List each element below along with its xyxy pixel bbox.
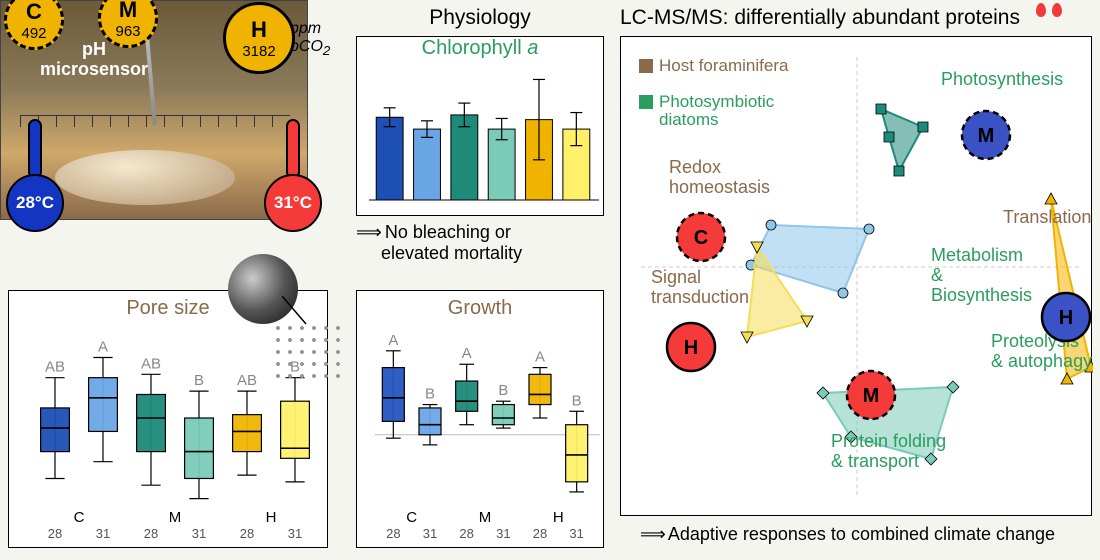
thermometer-stem (286, 119, 300, 179)
svg-text:Signal: Signal (651, 267, 701, 287)
svg-text:28: 28 (144, 526, 158, 541)
svg-text:& autophagy: & autophagy (991, 351, 1092, 371)
chl-title: Chlorophyll a (357, 37, 603, 60)
svg-text:& transport: & transport (831, 451, 919, 471)
physiology-header: Physiology (340, 6, 620, 30)
treatment-circle-H: H3182 (223, 2, 295, 74)
chlorophyll-barchart (357, 64, 605, 214)
svg-text:Translation: Translation (1003, 207, 1091, 227)
lcms-caption: ⟹ Adaptive responses to combined climate… (640, 524, 1055, 545)
svg-text:31: 31 (423, 526, 437, 541)
svg-text:B: B (498, 382, 508, 399)
svg-text:&: & (931, 265, 943, 285)
svg-text:B: B (194, 372, 204, 389)
svg-text:Metabolism: Metabolism (931, 245, 1023, 265)
chl-note: ⟹ No bleaching or elevated mortality (356, 222, 522, 264)
svg-text:Photosymbiotic: Photosymbiotic (659, 92, 775, 111)
thermometer-stem (28, 119, 42, 179)
svg-text:H: H (1059, 307, 1073, 329)
svg-text:28: 28 (48, 526, 62, 541)
growth-panel: Growth A 28 C B 31 A 28 M B 31 A 28 H B 31 (356, 290, 604, 548)
chlorophyll-panel: Chlorophyll a (356, 36, 604, 216)
svg-text:28: 28 (240, 526, 254, 541)
growth-title: Growth (357, 297, 603, 320)
svg-text:28: 28 (459, 526, 473, 541)
lcms-header: LC-MS/MS: differentially abundant protei… (620, 6, 1100, 30)
svg-text:C: C (406, 509, 417, 526)
svg-text:A: A (98, 339, 108, 356)
svg-text:Biosynthesis: Biosynthesis (931, 285, 1032, 305)
svg-text:31: 31 (288, 526, 302, 541)
svg-text:C: C (694, 227, 708, 249)
svg-text:B: B (425, 386, 435, 403)
svg-text:A: A (535, 349, 545, 366)
lcms-scatter: Host foraminifera Photosymbioticdiatoms Ph… (621, 37, 1093, 517)
svg-text:H: H (553, 509, 564, 526)
svg-text:B: B (572, 392, 582, 409)
svg-text:M: M (863, 385, 880, 407)
thermometer-bulb-31°C: 31°C (264, 174, 322, 232)
svg-text:AB: AB (45, 359, 65, 376)
svg-text:H: H (684, 337, 698, 359)
svg-text:homeostasis: homeostasis (669, 177, 770, 197)
svg-text:28: 28 (386, 526, 400, 541)
svg-text:Protein folding: Protein folding (831, 431, 946, 451)
svg-text:31: 31 (496, 526, 510, 541)
foraminifera-specimen (55, 150, 235, 205)
svg-text:Redox: Redox (669, 157, 721, 177)
svg-text:transduction: transduction (651, 287, 749, 307)
svg-text:A: A (388, 332, 398, 349)
svg-text:C: C (74, 509, 85, 526)
svg-text:28: 28 (533, 526, 547, 541)
svg-text:AB: AB (237, 372, 257, 389)
lcms-panel: Host foraminifera Photosymbioticdiatoms Ph… (620, 36, 1092, 516)
thermometer-bulb-28°C: 28°C (6, 174, 64, 232)
svg-text:31: 31 (569, 526, 583, 541)
sem-pore-texture (272, 322, 344, 380)
svg-text:A: A (462, 345, 472, 362)
svg-text:H: H (266, 509, 277, 526)
svg-text:31: 31 (192, 526, 206, 541)
growth-boxplot: A 28 C B 31 A 28 M B 31 A 28 H B 31 (357, 324, 605, 552)
svg-text:diatoms: diatoms (659, 110, 719, 129)
svg-text:M: M (479, 509, 492, 526)
svg-text:Photosynthesis: Photosynthesis (941, 69, 1063, 89)
svg-text:AB: AB (141, 355, 161, 372)
svg-text:M: M (169, 509, 182, 526)
svg-text:Host foraminifera: Host foraminifera (659, 56, 789, 75)
svg-text:M: M (978, 125, 995, 147)
svg-text:31: 31 (96, 526, 110, 541)
ppm-label: ppmpCO2 (290, 20, 330, 58)
